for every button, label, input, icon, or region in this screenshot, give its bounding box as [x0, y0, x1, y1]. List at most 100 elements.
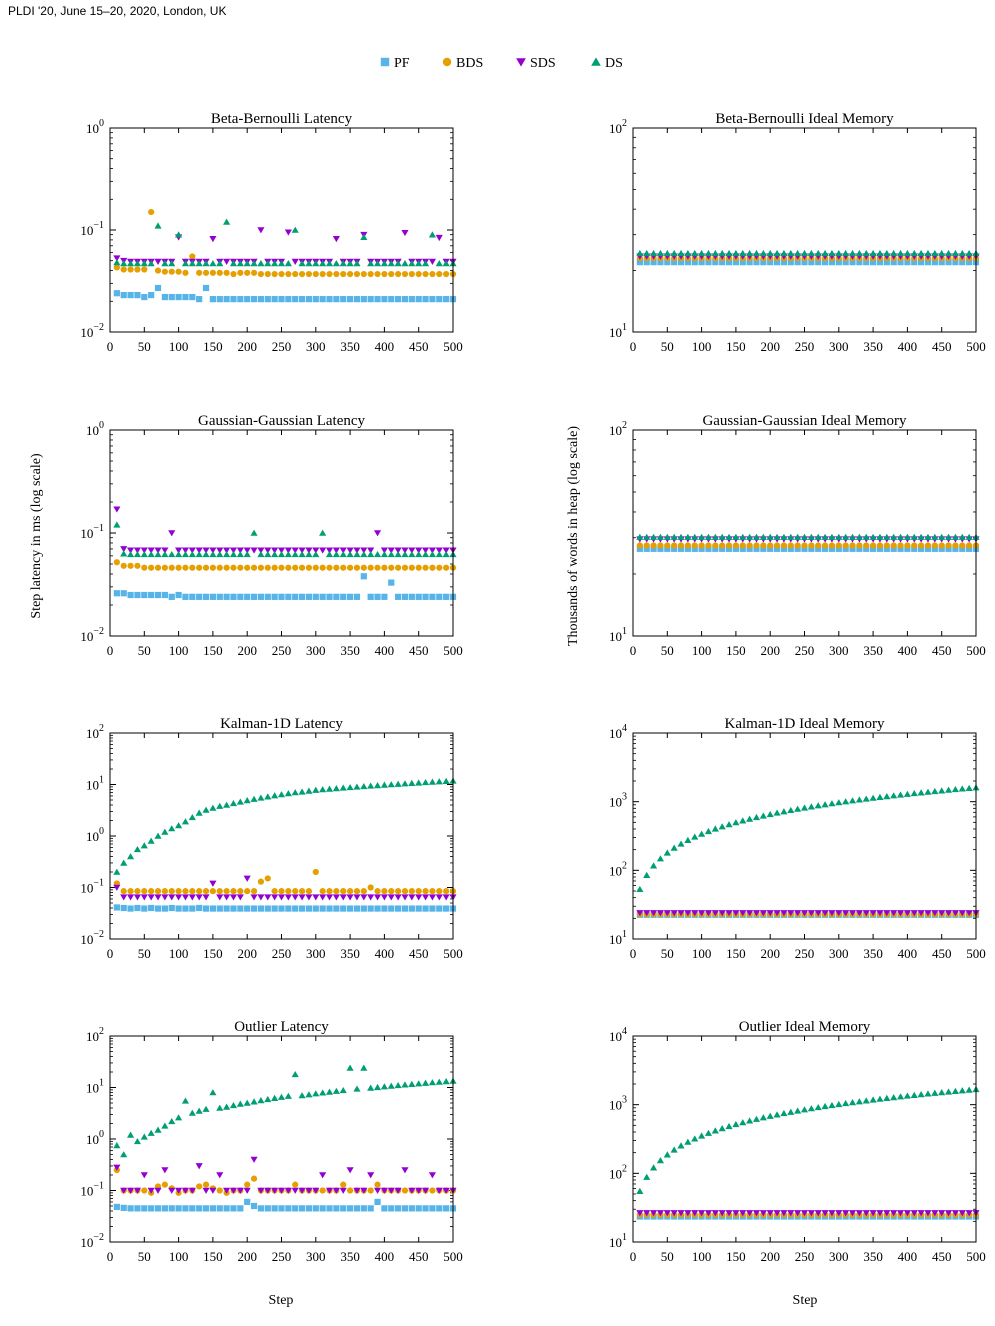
- data-point-ds: [766, 249, 774, 257]
- data-point-ds: [656, 855, 665, 862]
- data-point-ds: [684, 249, 692, 257]
- x-tick-label: 150: [726, 643, 746, 658]
- data-point-sds: [325, 1187, 334, 1194]
- data-point-ds: [910, 249, 918, 257]
- x-tick-label: 50: [138, 946, 151, 961]
- data-point-bds: [401, 270, 409, 278]
- data-point-ds: [903, 790, 911, 797]
- data-point-sds: [821, 910, 829, 917]
- data-point-ds: [264, 550, 272, 558]
- data-point-ds: [277, 550, 286, 558]
- data-point-ds: [387, 260, 395, 267]
- series-bds: [113, 868, 457, 895]
- data-point-ds: [216, 802, 224, 809]
- y-tick-label: 10−2: [80, 929, 104, 947]
- data-point-sds: [277, 547, 286, 554]
- data-point-pf: [870, 259, 877, 266]
- data-point-pf: [340, 593, 347, 600]
- data-point-pf: [292, 296, 299, 303]
- data-point-sds: [298, 547, 306, 554]
- data-point-sds: [650, 1210, 658, 1217]
- data-point-sds: [814, 910, 822, 917]
- data-point-pf: [216, 905, 223, 912]
- data-point-sds: [216, 1172, 224, 1179]
- data-point-pf: [429, 296, 436, 303]
- data-point-ds: [284, 550, 292, 558]
- data-point-pf: [794, 259, 801, 266]
- data-point-ds: [725, 821, 733, 828]
- data-point-sds: [636, 1210, 644, 1217]
- y-tick-label: 100: [86, 826, 104, 844]
- data-point-pf: [422, 296, 429, 303]
- data-point-pf: [897, 545, 904, 552]
- data-point-sds: [209, 1187, 217, 1194]
- series-pf: [113, 284, 457, 303]
- data-point-ds: [298, 1092, 306, 1099]
- data-point-ds: [773, 249, 781, 257]
- data-point-ds: [312, 260, 320, 267]
- data-point-sds: [133, 547, 142, 554]
- data-point-ds: [862, 249, 870, 257]
- data-point-ds: [883, 249, 891, 257]
- data-point-pf: [650, 259, 657, 266]
- data-point-sds: [257, 1187, 265, 1194]
- data-point-sds: [175, 894, 183, 901]
- data-point-ds: [305, 1091, 313, 1098]
- data-point-sds: [380, 547, 388, 554]
- data-point-ds: [332, 550, 340, 558]
- data-point-bds: [381, 270, 388, 278]
- data-point-pf: [691, 259, 698, 266]
- data-point-bds: [237, 888, 244, 895]
- data-point-pf: [257, 1205, 265, 1212]
- data-point-pf: [127, 292, 134, 299]
- data-point-bds: [938, 542, 945, 549]
- data-point-ds: [113, 1142, 121, 1149]
- data-point-ds: [636, 533, 644, 540]
- data-point-ds: [800, 1106, 809, 1113]
- data-point-sds: [924, 910, 932, 917]
- data-point-pf: [677, 259, 685, 266]
- data-point-sds: [257, 547, 265, 554]
- data-point-pf: [175, 293, 182, 301]
- data-point-pf: [230, 593, 237, 600]
- data-point-ds: [656, 1157, 665, 1164]
- x-tick-label: 250: [795, 643, 815, 658]
- data-point-sds: [643, 1210, 651, 1217]
- data-point-sds: [704, 1210, 713, 1217]
- data-point-bds: [326, 270, 333, 278]
- series-sds: [113, 1156, 457, 1194]
- panel-beta-bernoulli-latency: Beta-Bernoulli Latency 0 50 100 150 200 250 300…: [80, 111, 462, 354]
- data-point-pf: [154, 591, 162, 599]
- data-point-bds: [828, 542, 836, 549]
- series-bds: [113, 559, 457, 571]
- data-point-ds: [924, 788, 932, 795]
- data-point-pf: [360, 1205, 367, 1212]
- data-point-bds: [202, 269, 210, 276]
- data-point-bds: [244, 564, 251, 571]
- data-point-ds: [704, 1129, 713, 1136]
- data-point-ds: [367, 260, 375, 267]
- data-point-ds: [209, 1089, 217, 1096]
- x-tick-label: 150: [726, 1249, 746, 1264]
- data-point-ds: [684, 1138, 692, 1145]
- data-point-ds: [147, 260, 155, 267]
- data-point-ds: [243, 1099, 251, 1106]
- data-point-sds: [120, 1187, 128, 1194]
- data-point-ds: [807, 249, 815, 257]
- data-point-ds: [140, 842, 148, 849]
- data-point-ds: [312, 786, 320, 793]
- data-point-bds: [148, 208, 155, 216]
- data-point-sds: [127, 1187, 135, 1194]
- data-point-bds: [189, 888, 196, 895]
- data-point-sds: [332, 894, 340, 901]
- data-point-ds: [408, 260, 416, 267]
- data-point-bds: [712, 542, 719, 549]
- data-point-sds: [718, 1210, 726, 1217]
- data-point-ds: [773, 809, 781, 816]
- data-point-pf: [189, 1205, 196, 1212]
- data-point-pf: [161, 591, 168, 599]
- data-point-ds: [367, 1084, 375, 1091]
- data-point-bds: [182, 269, 189, 276]
- data-point-bds: [264, 564, 271, 571]
